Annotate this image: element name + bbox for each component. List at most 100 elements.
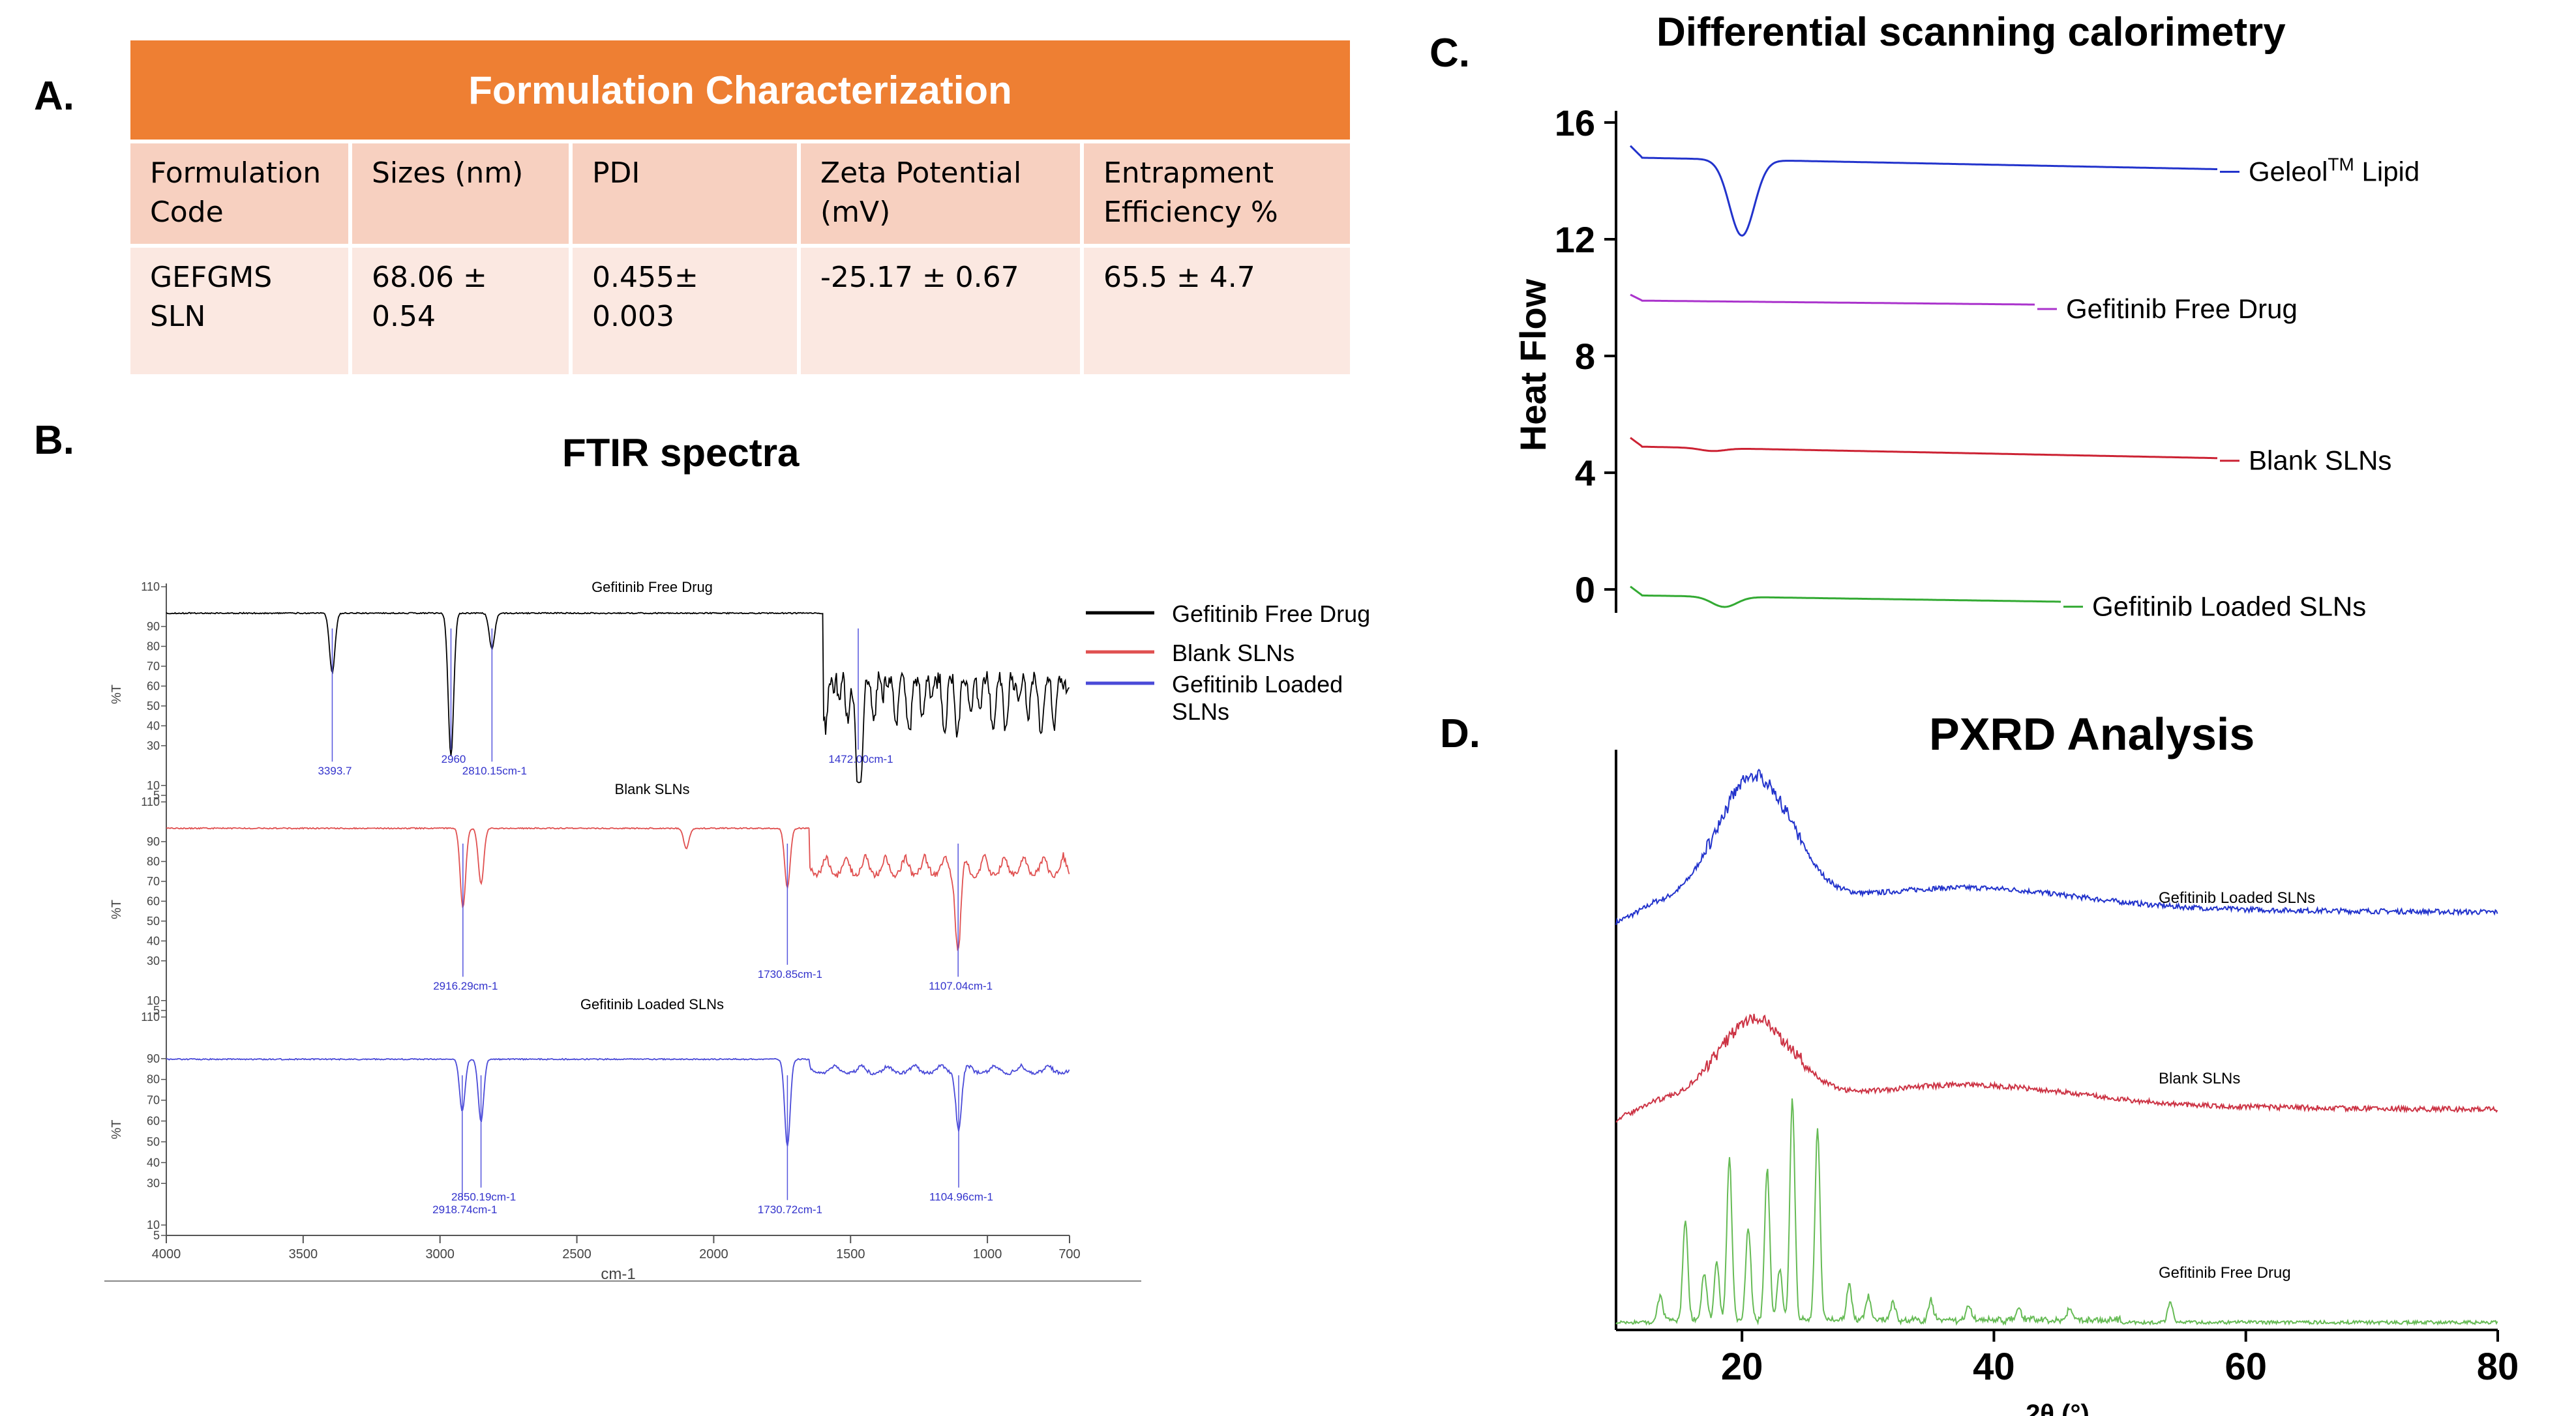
- pxrd-series-label: Gefitinib Free Drug: [2159, 1264, 2291, 1282]
- pxrd-x-tick-label: 60: [2224, 1346, 2267, 1388]
- ftir-y-tick-label: 80: [147, 1073, 160, 1086]
- pxrd-x-axis-label: 2θ (°): [2026, 1400, 2089, 1416]
- pxrd-pattern-line: [1615, 1098, 2498, 1326]
- table-header-cell: Entrapment Efficiency %: [1080, 143, 1350, 244]
- ftir-y-tick-label: 30: [147, 954, 160, 967]
- ftir-annotation-label: 2918.74cm-1: [432, 1203, 497, 1216]
- ftir-spectrum-line: [166, 1057, 1070, 1147]
- ftir-x-tick-label: 2500: [562, 1247, 592, 1261]
- dsc-curve: [1630, 293, 2035, 306]
- ftir-title: FTIR spectra: [562, 431, 800, 475]
- dsc-series-label: Gefitinib Free Drug: [2066, 293, 2298, 324]
- ftir-y-tick-label: 10: [147, 994, 160, 1007]
- dsc-curve: [1630, 585, 2061, 608]
- dsc-series-label: GeleolTM Lipid: [2249, 155, 2419, 187]
- pxrd-series-label: Blank SLNs: [2159, 1070, 2240, 1087]
- ftir-y-tick-label: 70: [147, 875, 160, 888]
- ftir-y-tick-label: 90: [147, 1052, 160, 1065]
- panel-letter-d: D.: [1440, 711, 1480, 756]
- ftir-spectrum-label: Gefitinib Loaded SLNs: [580, 996, 724, 1012]
- ftir-x-tick-label: 1000: [973, 1247, 1002, 1261]
- dsc-y-tick-label: 12: [1555, 219, 1595, 260]
- ftir-y-tick-label: 10: [147, 779, 160, 792]
- dsc-series-label: Blank SLNs: [2249, 445, 2391, 476]
- dsc-curve: [1630, 437, 2217, 460]
- ftir-annotation-label: 1107.04cm-1: [929, 980, 993, 992]
- table-header-cell: Sizes (nm): [348, 143, 569, 244]
- ftir-y-tick-label: 10: [147, 1218, 160, 1232]
- ftir-x-tick-label: 1500: [836, 1247, 865, 1261]
- panel-letter-b: B.: [34, 418, 74, 463]
- table-header-cell: PDI: [569, 143, 797, 244]
- pxrd-title: PXRD Analysis: [1929, 709, 2255, 760]
- ftir-y-tick-label: 40: [147, 934, 160, 947]
- ftir-y-tick-label: 80: [147, 855, 160, 868]
- ftir-x-tick-label: 3000: [425, 1247, 455, 1261]
- panel-letter-c: C.: [1430, 31, 1470, 76]
- ftir-annotation-label: 2916.29cm-1: [433, 980, 498, 992]
- pxrd-x-tick-label: 20: [1721, 1346, 1763, 1388]
- table-cell: GEFGMS SLN: [150, 261, 273, 333]
- ftir-y-tick-label: 50: [147, 700, 160, 713]
- ftir-y-tick-label: 5: [153, 1229, 160, 1242]
- formulation-table: Formulation Characterization Formulation…: [130, 40, 1350, 374]
- ftir-y-tick-label: 40: [147, 719, 160, 732]
- ftir-annotation-label: 1730.72cm-1: [758, 1203, 822, 1216]
- ftir-y-tick-label: 40: [147, 1156, 160, 1169]
- ftir-annotation-label: 2960: [442, 753, 466, 765]
- ftir-y-tick-label: 50: [147, 1135, 160, 1148]
- ftir-y-tick-label: 60: [147, 679, 160, 692]
- pxrd-x-tick-label: 80: [2477, 1346, 2519, 1388]
- ftir-y-tick-label: 80: [147, 640, 160, 653]
- ftir-y-tick-label: 60: [147, 1115, 160, 1128]
- ftir-y-tick-label: 70: [147, 660, 160, 673]
- ftir-y-axis-label: %T: [110, 900, 124, 919]
- panel-letter-a: A.: [34, 74, 74, 119]
- ftir-legend-label: Gefitinib Free Drug: [1172, 600, 1370, 627]
- table-cell: -25.17 ± 0.67: [797, 248, 1080, 374]
- ftir-y-tick-label: 5: [153, 789, 160, 802]
- ftir-y-tick-label: 30: [147, 739, 160, 752]
- dsc-series-label-superscript: TM: [2328, 155, 2354, 175]
- ftir-y-tick-label: 60: [147, 894, 160, 907]
- table-cell: 68.06 ± 0.54: [348, 248, 569, 374]
- dsc-series-label-suffix: Lipid: [2354, 156, 2419, 187]
- ftir-y-tick-label: 110: [141, 1010, 160, 1024]
- ftir-y-tick-label: 90: [147, 620, 160, 633]
- ftir-annotation-label: 3393.7: [318, 765, 352, 777]
- ftir-y-axis-label: %T: [110, 685, 124, 704]
- ftir-y-axis-label: %T: [110, 1120, 124, 1140]
- ftir-legend-label: SLNs: [1172, 698, 1229, 725]
- pxrd-x-tick-label: 40: [1973, 1346, 2015, 1388]
- ftir-annotation-label: 1730.85cm-1: [758, 968, 822, 981]
- pxrd-series-label: Gefitinib Loaded SLNs: [2159, 889, 2315, 907]
- ftir-y-tick-label: 5: [153, 1004, 160, 1017]
- ftir-y-tick-label: 70: [147, 1094, 160, 1107]
- dsc-y-tick-label: 4: [1575, 452, 1595, 494]
- pxrd-pattern-line: [1615, 769, 2498, 926]
- ftir-x-tick-label: 2000: [699, 1247, 728, 1261]
- table-cell: 0.455± 0.003: [569, 248, 797, 374]
- table-cell: 65.5 ± 4.7: [1080, 248, 1350, 374]
- ftir-spectrum-line: [166, 827, 1070, 951]
- ftir-spectrum-label: Gefitinib Free Drug: [592, 579, 713, 595]
- ftir-annotation-label: 1104.96cm-1: [929, 1191, 993, 1203]
- table-header-cell: Formulation Code: [150, 156, 322, 229]
- table-header-row: Formulation Code Sizes (nm) PDI Zeta Pote…: [130, 140, 1350, 244]
- ftir-legend-label: Gefitinib Loaded: [1172, 671, 1343, 698]
- ftir-y-tick-label: 30: [147, 1177, 160, 1190]
- ftir-y-tick-label: 90: [147, 835, 160, 848]
- dsc-series-label: Gefitinib Loaded SLNs: [2092, 591, 2366, 622]
- ftir-x-tick-label: 700: [1058, 1247, 1080, 1261]
- dsc-y-tick-label: 0: [1575, 569, 1595, 610]
- ftir-x-axis-label: cm-1: [601, 1265, 635, 1283]
- ftir-spectrum-label: Blank SLNs: [615, 781, 690, 797]
- dsc-y-tick-label: 16: [1555, 102, 1595, 143]
- ftir-y-tick-label: 50: [147, 915, 160, 928]
- dsc-y-tick-label: 8: [1575, 336, 1595, 377]
- ftir-annotation-label: 1472.00cm-1: [828, 753, 893, 765]
- table-row: GEFGMS SLN 68.06 ± 0.54 0.455± 0.003 -25…: [130, 244, 1350, 374]
- ftir-annotation-label: 2810.15cm-1: [462, 765, 527, 777]
- ftir-x-tick-label: 3500: [289, 1247, 318, 1261]
